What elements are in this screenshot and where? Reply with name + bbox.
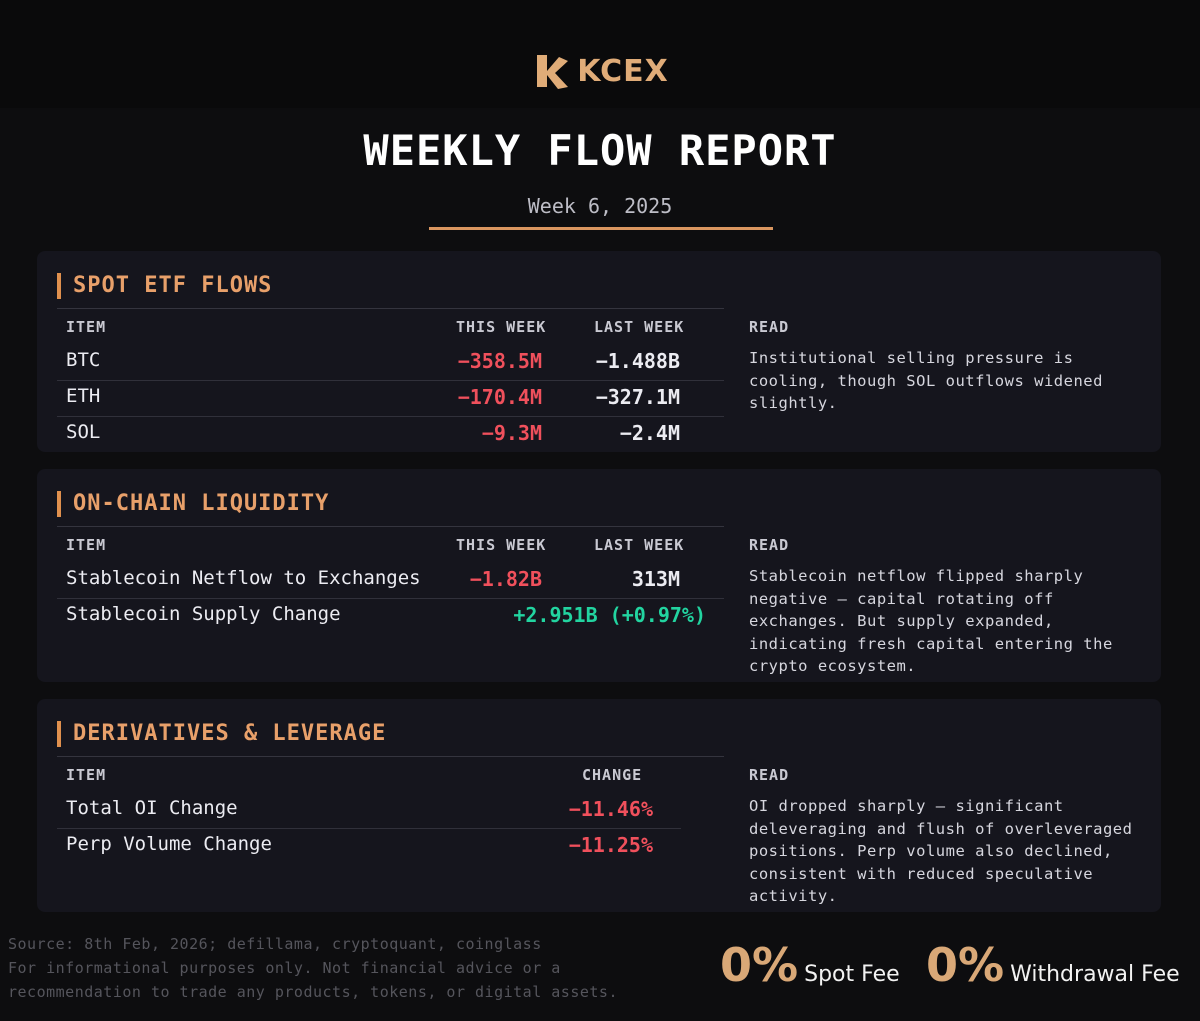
read-commentary: OI dropped sharply — significant delever… <box>749 797 1133 906</box>
derivatives-section: DERIVATIVES & LEVERAGE ITEM CHANGE READ … <box>37 699 1161 912</box>
source-text: Source: 8th Feb, 2026; defillama, crypto… <box>8 935 542 953</box>
page-title: WEEKLY FLOW REPORT <box>363 126 837 175</box>
last-week-value: 313M <box>631 567 680 591</box>
supply-change-value: +2.951B (+0.97%) <box>513 603 706 627</box>
column-header-item: ITEM <box>66 766 107 784</box>
section-title: SPOT ETF FLOWS <box>57 273 272 299</box>
last-week-value: −2.4M <box>619 421 680 445</box>
last-week-value: −1.488B <box>595 349 680 373</box>
withdrawal-fee-percent: 0% <box>926 938 1005 992</box>
change-value: −11.25% <box>568 833 653 857</box>
this-week-value: −1.82B <box>469 567 542 591</box>
read-commentary: Stablecoin netflow flipped sharply negat… <box>749 567 1113 676</box>
column-header-read: READ <box>749 318 790 336</box>
column-header-change: CHANGE <box>582 766 643 784</box>
page-subtitle: Week 6, 2025 <box>527 194 673 218</box>
withdrawal-fee-badge: 0% Withdrawal Fee <box>926 938 1180 992</box>
table-row-item: Total OI Change <box>66 797 238 819</box>
row-divider <box>57 380 724 381</box>
brand-name: KCEX <box>577 53 669 89</box>
disclaimer-text: For informational purposes only. Not fin… <box>8 959 618 1001</box>
row-divider <box>57 416 724 417</box>
column-header-last-week: LAST WEEK <box>594 318 685 336</box>
section-title: DERIVATIVES & LEVERAGE <box>57 721 386 747</box>
this-week-value: −170.4M <box>457 385 542 409</box>
divider <box>57 756 724 757</box>
table-row-item: ETH <box>66 385 101 407</box>
table-row-item: Stablecoin Netflow to Exchanges <box>66 567 421 589</box>
spot-fee-label: Spot Fee <box>804 962 900 987</box>
title-underline <box>429 227 773 230</box>
top-band <box>0 0 1200 108</box>
table-row-item: Perp Volume Change <box>66 833 272 855</box>
divider <box>57 526 724 527</box>
table-row-item: SOL <box>66 421 101 443</box>
table-row-item: Stablecoin Supply Change <box>66 603 341 625</box>
column-header-this-week: THIS WEEK <box>456 536 547 554</box>
row-divider <box>57 828 681 829</box>
change-value: −11.46% <box>568 797 653 821</box>
read-commentary: Institutional selling pressure is coolin… <box>749 349 1103 413</box>
column-header-last-week: LAST WEEK <box>594 536 685 554</box>
column-header-this-week: THIS WEEK <box>456 318 547 336</box>
spot-fee-badge: 0% Spot Fee <box>720 938 900 992</box>
column-header-item: ITEM <box>66 536 107 554</box>
column-header-read: READ <box>749 766 790 784</box>
brand-logo: KCEX <box>0 50 1200 92</box>
this-week-value: −9.3M <box>481 421 542 445</box>
spot-etf-section: SPOT ETF FLOWS ITEM THIS WEEK LAST WEEK … <box>37 251 1161 452</box>
kcex-logo-icon <box>537 55 569 89</box>
footer-note: Source: 8th Feb, 2026; defillama, crypto… <box>8 932 698 1004</box>
column-header-read: READ <box>749 536 790 554</box>
spot-fee-percent: 0% <box>720 938 799 992</box>
section-title: ON-CHAIN LIQUIDITY <box>57 491 329 517</box>
table-row-item: BTC <box>66 349 101 371</box>
onchain-liquidity-section: ON-CHAIN LIQUIDITY ITEM THIS WEEK LAST W… <box>37 469 1161 682</box>
withdrawal-fee-label: Withdrawal Fee <box>1010 962 1180 987</box>
row-divider <box>57 598 724 599</box>
column-header-item: ITEM <box>66 318 107 336</box>
divider <box>57 308 724 309</box>
last-week-value: −327.1M <box>595 385 680 409</box>
this-week-value: −358.5M <box>457 349 542 373</box>
